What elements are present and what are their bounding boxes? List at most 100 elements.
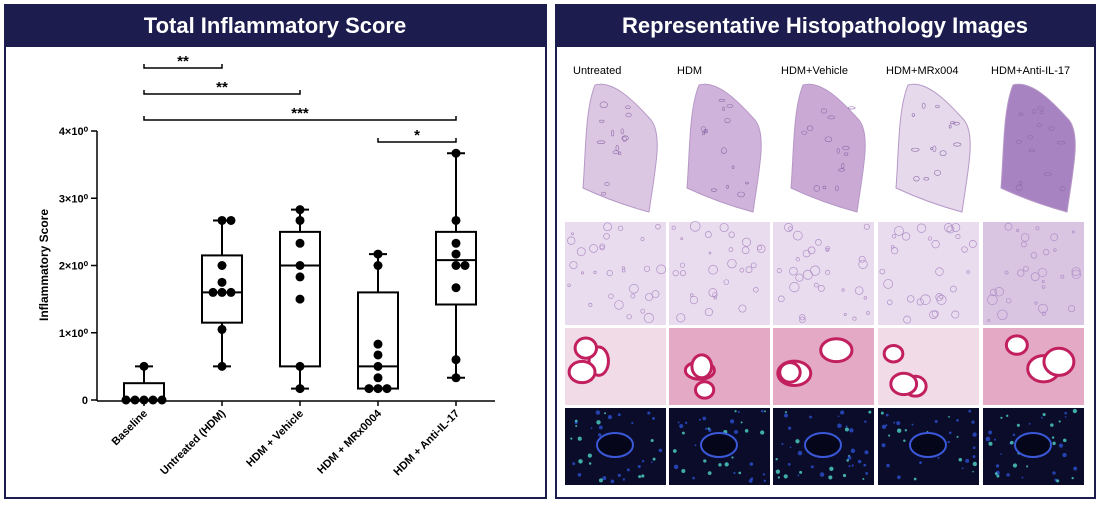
- tissue-detail: [700, 126, 707, 132]
- tissue-detail: [672, 270, 679, 277]
- tissue-detail: [620, 128, 625, 135]
- fluorescence-spot: [777, 476, 781, 479]
- fluorescence-spot: [985, 436, 991, 442]
- significance-label: **: [216, 79, 228, 96]
- tissue-detail: [916, 223, 927, 233]
- fluorescence-spot: [1051, 436, 1055, 439]
- airway: [889, 371, 919, 397]
- fluorescence-spot: [829, 466, 834, 471]
- tissue-detail: [728, 247, 734, 252]
- significance-bracket: [377, 138, 457, 143]
- tissue-detail: [739, 267, 745, 273]
- tissue-detail: [955, 233, 961, 240]
- tissue-detail: [929, 310, 938, 319]
- tissue-detail: [784, 222, 794, 232]
- fluorescence-spot: [971, 420, 975, 424]
- tissue-detail: [822, 185, 827, 190]
- tissue-detail: [847, 106, 856, 110]
- fluorescence-spot: [1056, 479, 1060, 483]
- tissue-detail: [626, 314, 632, 320]
- fluorescence-spot: [849, 428, 854, 433]
- fluorescence-spot: [750, 477, 754, 481]
- data-point: [364, 384, 374, 394]
- fluorescence-spot: [681, 468, 686, 474]
- tissue-detail: [745, 266, 753, 274]
- airway: [573, 336, 598, 360]
- tissue-detail: [843, 152, 849, 156]
- tissue-detail: [935, 267, 944, 276]
- fluorescence-spot: [934, 419, 938, 424]
- tissue-detail: [704, 129, 708, 134]
- fluorescence-spot: [1050, 423, 1054, 427]
- fluorescence-spot: [650, 461, 653, 464]
- fluorescence-spot: [1064, 415, 1067, 418]
- data-point: [295, 215, 305, 225]
- data-point: [382, 384, 392, 394]
- tissue-detail: [571, 232, 574, 236]
- fluorescence-spot: [996, 474, 1000, 478]
- tissue-detail: [719, 223, 729, 233]
- tissue-detail: [883, 279, 894, 289]
- tissue-detail: [750, 262, 757, 269]
- fluorescence-spot: [598, 478, 603, 483]
- fluorescence-spot: [598, 425, 603, 430]
- fluorescence-spot: [837, 423, 842, 429]
- tissue-detail: [596, 140, 606, 144]
- data-point: [295, 294, 305, 304]
- data-point: [295, 361, 305, 371]
- tissue-detail: [911, 147, 920, 152]
- fluorescence-spot: [1052, 471, 1056, 475]
- tissue-detail: [815, 239, 822, 246]
- tissue-detail: [841, 288, 845, 292]
- fluorescence-spot: [937, 456, 940, 459]
- fluorescence-spot: [864, 450, 869, 455]
- tissue-detail: [630, 293, 636, 299]
- airway: [1042, 346, 1076, 377]
- tissue-detail: [720, 147, 727, 154]
- tissue-detail: [599, 101, 608, 108]
- airway: [596, 432, 634, 458]
- data-point: [217, 287, 227, 297]
- fluorescence-spot: [1042, 413, 1046, 417]
- fluorescence-spot: [760, 430, 765, 435]
- data-point: [373, 361, 383, 371]
- fluorescence-spot: [795, 439, 800, 444]
- data-point: [139, 361, 149, 371]
- tissue-detail: [788, 226, 793, 231]
- tissue-detail: [1037, 267, 1047, 278]
- tissue-detail: [1043, 249, 1050, 256]
- tissue-detail: [961, 246, 968, 253]
- tissue-detail: [569, 261, 578, 270]
- tissue-detail: [655, 223, 661, 230]
- fluorescence-spot: [846, 459, 850, 462]
- tissue-detail: [1056, 141, 1066, 145]
- fluorescence-spot: [956, 419, 959, 422]
- tissue-detail: [567, 236, 576, 245]
- data-point: [451, 238, 461, 248]
- airway: [1004, 334, 1029, 356]
- tissue-detail: [987, 318, 991, 322]
- tissue-detail: [599, 243, 606, 250]
- tissue-detail: [951, 223, 961, 232]
- tissue-detail: [724, 117, 731, 124]
- tissue-detail: [825, 247, 830, 252]
- fluorescence-spot: [885, 424, 888, 427]
- tissue-detail: [920, 294, 931, 305]
- fluorescence-spot: [602, 476, 607, 481]
- histology-image: [565, 222, 666, 325]
- tissue-detail: [943, 223, 954, 233]
- fluorescence-spot: [819, 472, 825, 477]
- fluorescence-spot: [972, 470, 974, 473]
- fluorescence-spot: [652, 457, 656, 461]
- tissue-detail: [927, 236, 932, 241]
- fluorescence-spot: [641, 474, 645, 478]
- fluorescence-spot: [919, 461, 922, 465]
- tissue-detail: [1035, 226, 1040, 231]
- tissue-detail: [935, 293, 944, 302]
- tissue-detail: [1053, 248, 1057, 252]
- tissue-detail: [745, 181, 749, 185]
- fluorescence-spot: [740, 421, 743, 424]
- data-point: [295, 272, 305, 282]
- fluorescence-spot: [1006, 473, 1010, 477]
- fluorescence-spot: [842, 473, 847, 478]
